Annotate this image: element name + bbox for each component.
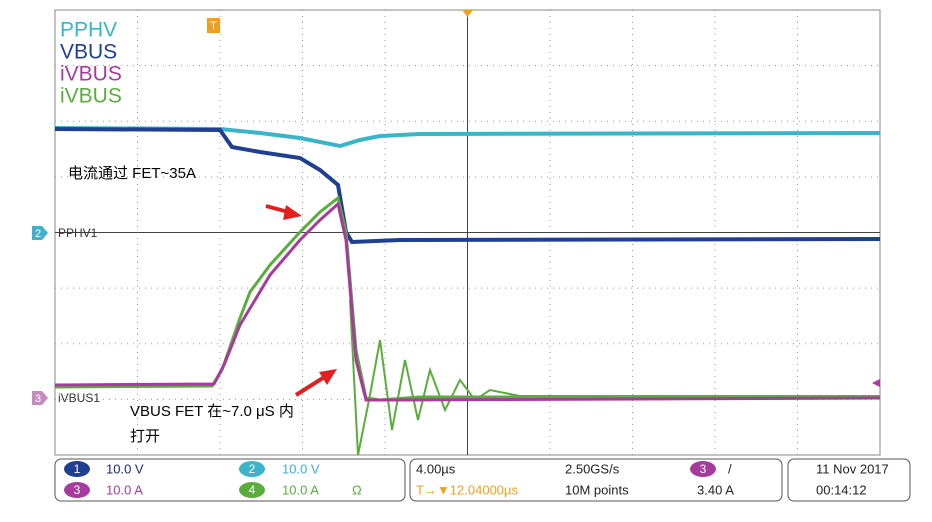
channel-label: iVBUS1 [58,391,100,405]
horizontal-scale: 4.00µs [416,461,456,476]
ch-badge [239,482,265,498]
datetime-panel [787,458,911,502]
arrow-1-head [283,205,302,220]
record-length: 10M points [565,482,629,497]
arrow-2 [294,374,328,397]
time: 00:14:12 [816,482,867,497]
ch-impedance: Ω [352,482,362,497]
ch2-marker [32,226,48,240]
ch-scale: 10.0 A [282,482,319,497]
ch-badge [64,461,90,477]
ivbus-purple-trace [54,201,881,402]
trigger-position [462,10,473,17]
annotation: VBUS FET 在~7.0 μS 内 [130,403,294,420]
ch-badge [690,461,716,477]
arrow-2-head [319,369,337,385]
trigger-icon-label: T [210,20,217,32]
trigger-position: T→▼12.04000µs [416,482,519,497]
date: 11 Nov 2017 [816,461,889,476]
channel-panel [54,458,406,502]
trigger-level: 3.40 A [697,482,734,497]
trigger-icon [207,18,220,33]
ch-badge-label: 3 [700,462,707,476]
legend-entry: iVBUS [60,85,122,108]
legend-entry: iVBUS [60,63,122,86]
ch2-marker-label: 2 [35,228,41,240]
vbus-trace [54,127,881,245]
ch-badge-label: 4 [249,483,256,497]
channel-label: PPHV1 [58,226,98,240]
ch-badge [239,461,265,477]
pphv-trace [54,126,881,149]
ch-badge-label: 1 [74,462,81,476]
ringing-trace [349,299,880,456]
ch-badge-label: 2 [249,462,256,476]
ch-badge [64,482,90,498]
ch-scale: 10.0 A [106,482,143,497]
ch-scale: 10.0 V [106,461,144,476]
trigger-slope: / [728,461,732,476]
ch-scale: 10.0 V [282,461,320,476]
timebase-panel [409,458,783,502]
annotation: 打开 [130,428,160,445]
legend-entry: VBUS [60,41,117,64]
trigger-level [872,379,880,387]
legend-entry: PPHV [60,19,117,42]
annotation: 电流通过 FET~35A [68,165,196,182]
ch3-marker-label: 3 [35,393,41,405]
ch3-marker [32,391,48,405]
sample-rate: 2.50GS/s [565,461,620,476]
ch-badge-label: 3 [74,483,81,497]
